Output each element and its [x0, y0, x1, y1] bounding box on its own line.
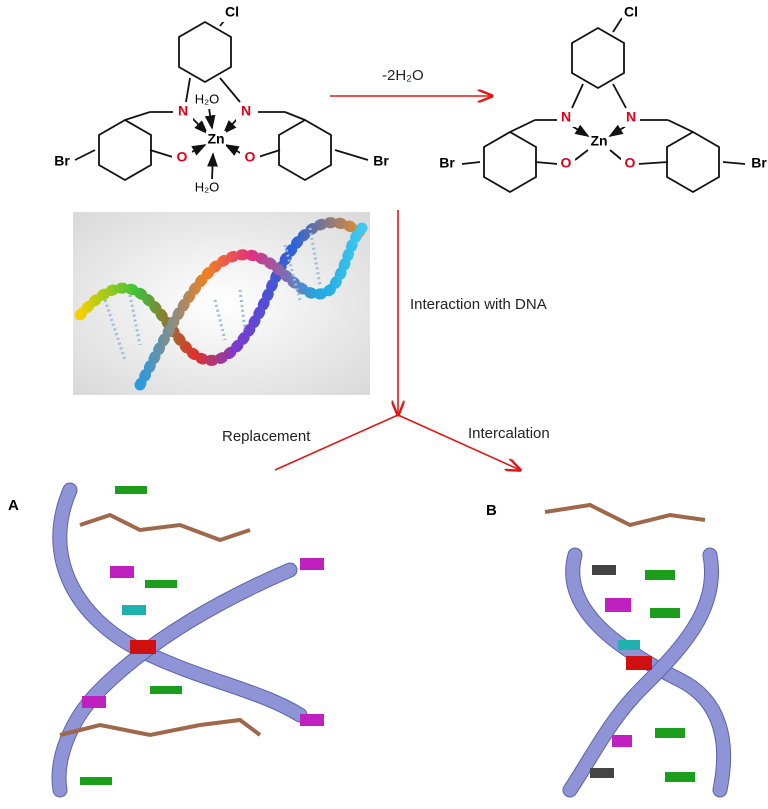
atom-bg [222, 4, 242, 22]
bond [509, 119, 536, 133]
atom-label: Br [54, 153, 70, 169]
atom-label: Cl [624, 4, 638, 20]
atom-label: N [626, 109, 636, 125]
atom-label: Br [373, 153, 389, 169]
replacement-arrow [274, 414, 399, 471]
bond [608, 124, 627, 137]
ring [666, 130, 720, 194]
atom-label: H₂O [195, 179, 220, 194]
atom-bg [750, 155, 768, 173]
atom-bg [557, 155, 575, 173]
atom-bg [621, 155, 639, 173]
bond [74, 149, 96, 161]
bond [571, 83, 584, 109]
dna-image [73, 212, 371, 395]
atom-label: Br [439, 155, 455, 171]
atom-bg [206, 131, 226, 149]
atom-bg [622, 109, 640, 127]
dna-model-b [544, 502, 732, 798]
bond [534, 161, 559, 165]
atom-label: N [561, 109, 571, 125]
atom-bg [197, 91, 217, 109]
atom-bg [173, 103, 193, 121]
atom-label: N [178, 103, 188, 119]
bond [637, 161, 669, 165]
reaction-label: -2H₂O [382, 67, 424, 84]
atom-label: O [177, 149, 188, 165]
ring [483, 130, 537, 194]
interaction-label: Interaction with DNA [410, 296, 547, 313]
bond [667, 119, 694, 133]
atom-bg [236, 103, 256, 121]
atom-bg [240, 149, 260, 167]
ring [98, 118, 152, 182]
intercalation-label: Intercalation [468, 425, 550, 442]
atom-bg [590, 133, 608, 151]
bond [571, 124, 590, 137]
bond [609, 149, 623, 161]
atom-label: Zn [590, 133, 607, 149]
bond [284, 111, 306, 121]
atom-label: Br [751, 155, 767, 171]
atom-label: O [245, 149, 256, 165]
bond [185, 77, 191, 103]
atom-bg [172, 149, 192, 167]
bond [149, 149, 177, 159]
atom-bg [557, 109, 575, 127]
dna-model-a [51, 482, 324, 798]
atom-bg [438, 155, 456, 173]
bond [334, 149, 369, 161]
atom-label: H₂O [195, 91, 220, 106]
atom-label: N [241, 103, 251, 119]
ring [278, 118, 332, 182]
panel-label: B [486, 502, 497, 519]
bond [574, 149, 589, 161]
bond [204, 107, 216, 130]
intercalation-arrow [397, 414, 520, 470]
atom-bg [52, 153, 72, 171]
bond [612, 17, 623, 33]
atom-label: O [625, 155, 636, 171]
atom-label: Zn [207, 131, 224, 147]
ring [178, 20, 232, 84]
atom-label: Cl [225, 4, 239, 20]
replacement-label: Replacement [222, 428, 311, 445]
atom-bg [197, 179, 217, 197]
bond [722, 161, 746, 165]
ring [571, 26, 625, 90]
bond [461, 161, 481, 165]
atom-bg [622, 4, 640, 22]
bond [124, 111, 151, 121]
atom-label: O [561, 155, 572, 171]
panel-label: A [8, 497, 19, 514]
atom-bg [371, 153, 391, 171]
bond [219, 77, 241, 103]
bond [612, 83, 627, 109]
bond [207, 152, 218, 181]
